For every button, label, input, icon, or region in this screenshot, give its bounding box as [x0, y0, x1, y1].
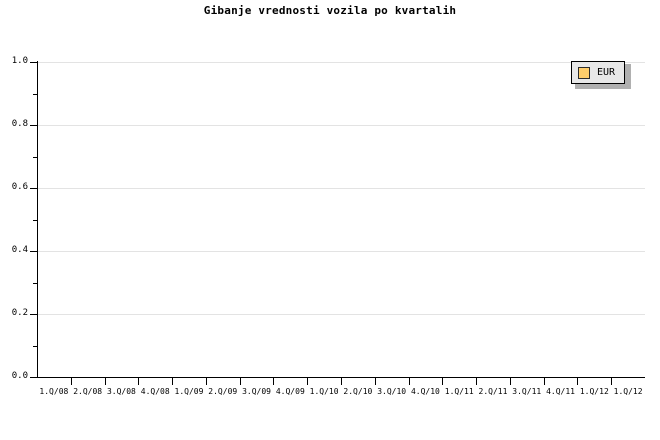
y-axis-label-wrap: 0.8 — [0, 120, 28, 129]
y-axis-label: 0.4 — [11, 245, 28, 255]
x-tick — [273, 378, 274, 385]
x-tick — [544, 378, 545, 385]
y-axis-label-wrap: 1.0 — [0, 57, 28, 66]
y-axis-label: 0.6 — [11, 182, 28, 192]
y-axis-label: 0.0 — [11, 371, 28, 381]
legend-swatch-eur — [578, 66, 590, 79]
x-tick — [206, 378, 207, 385]
x-tick — [442, 378, 443, 385]
chart-title: Gibanje vrednosti vozila po kvartalih — [203, 4, 457, 17]
gridline-y — [37, 314, 645, 315]
y-tick-minor — [33, 93, 38, 95]
plot-area — [37, 62, 645, 377]
x-axis-line — [37, 377, 645, 378]
x-axis-label: 3.Q/09 — [242, 387, 271, 396]
x-axis-label: 1.Q/10 — [309, 387, 339, 396]
x-tick — [105, 378, 106, 385]
x-axis-label: 2.Q/09 — [208, 387, 238, 396]
y-tick-major — [30, 251, 38, 252]
x-axis-label: 1.Q/12 — [613, 387, 643, 396]
x-tick — [138, 378, 139, 385]
x-tick — [240, 378, 241, 385]
x-axis-label: 3.Q/11 — [512, 387, 542, 396]
x-axis-label: 1.Q/08 — [39, 387, 69, 396]
chart-legend[interactable]: EUR — [571, 61, 625, 84]
gridline-y — [37, 62, 645, 63]
x-axis-label: 1.Q/11 — [444, 387, 474, 396]
x-axis-label: 2.Q/11 — [478, 387, 508, 396]
x-axis-label: 4.Q/09 — [275, 387, 305, 396]
gridline-y — [37, 251, 645, 252]
y-tick-major — [30, 188, 38, 189]
gridline-y — [37, 188, 645, 189]
x-tick — [611, 378, 612, 385]
x-axis-label: 1.Q/12 — [579, 387, 609, 396]
y-axis-label: 0.8 — [11, 119, 28, 129]
y-tick-minor — [33, 219, 38, 221]
y-axis-label: 0.2 — [11, 308, 28, 318]
gridline-y — [37, 125, 645, 126]
legend-label-eur: EUR — [597, 66, 616, 78]
y-axis-label-wrap: 0.2 — [0, 309, 28, 318]
x-tick — [375, 378, 376, 385]
x-axis-label: 3.Q/08 — [106, 387, 136, 396]
x-tick — [71, 378, 72, 385]
y-tick-major — [30, 377, 38, 378]
x-tick — [341, 378, 342, 385]
y-tick-minor — [33, 345, 38, 347]
x-tick — [476, 378, 477, 385]
y-tick-minor — [33, 156, 38, 158]
x-axis-label: 4.Q/08 — [140, 387, 170, 396]
x-axis-label: 4.Q/10 — [410, 387, 440, 396]
y-axis-label-wrap: 0.6 — [0, 183, 28, 192]
y-axis-label-wrap: 0.4 — [0, 246, 28, 255]
y-tick-major — [30, 314, 38, 315]
y-tick-minor — [33, 282, 38, 284]
x-axis-label: 1.Q/09 — [174, 387, 204, 396]
x-tick — [172, 378, 173, 385]
y-tick-major — [30, 62, 38, 63]
x-tick — [409, 378, 410, 385]
y-tick-major — [30, 125, 38, 126]
x-axis-label: 2.Q/08 — [73, 387, 103, 396]
x-tick — [510, 378, 511, 385]
x-axis-label: 2.Q/10 — [343, 387, 373, 396]
x-tick — [577, 378, 578, 385]
x-tick — [307, 378, 308, 385]
x-axis-label: 3.Q/10 — [377, 387, 407, 396]
y-axis-label-wrap: 0.0 — [0, 372, 28, 381]
y-axis-label: 1.0 — [11, 56, 28, 66]
x-axis-label: 4.Q/11 — [546, 387, 575, 396]
